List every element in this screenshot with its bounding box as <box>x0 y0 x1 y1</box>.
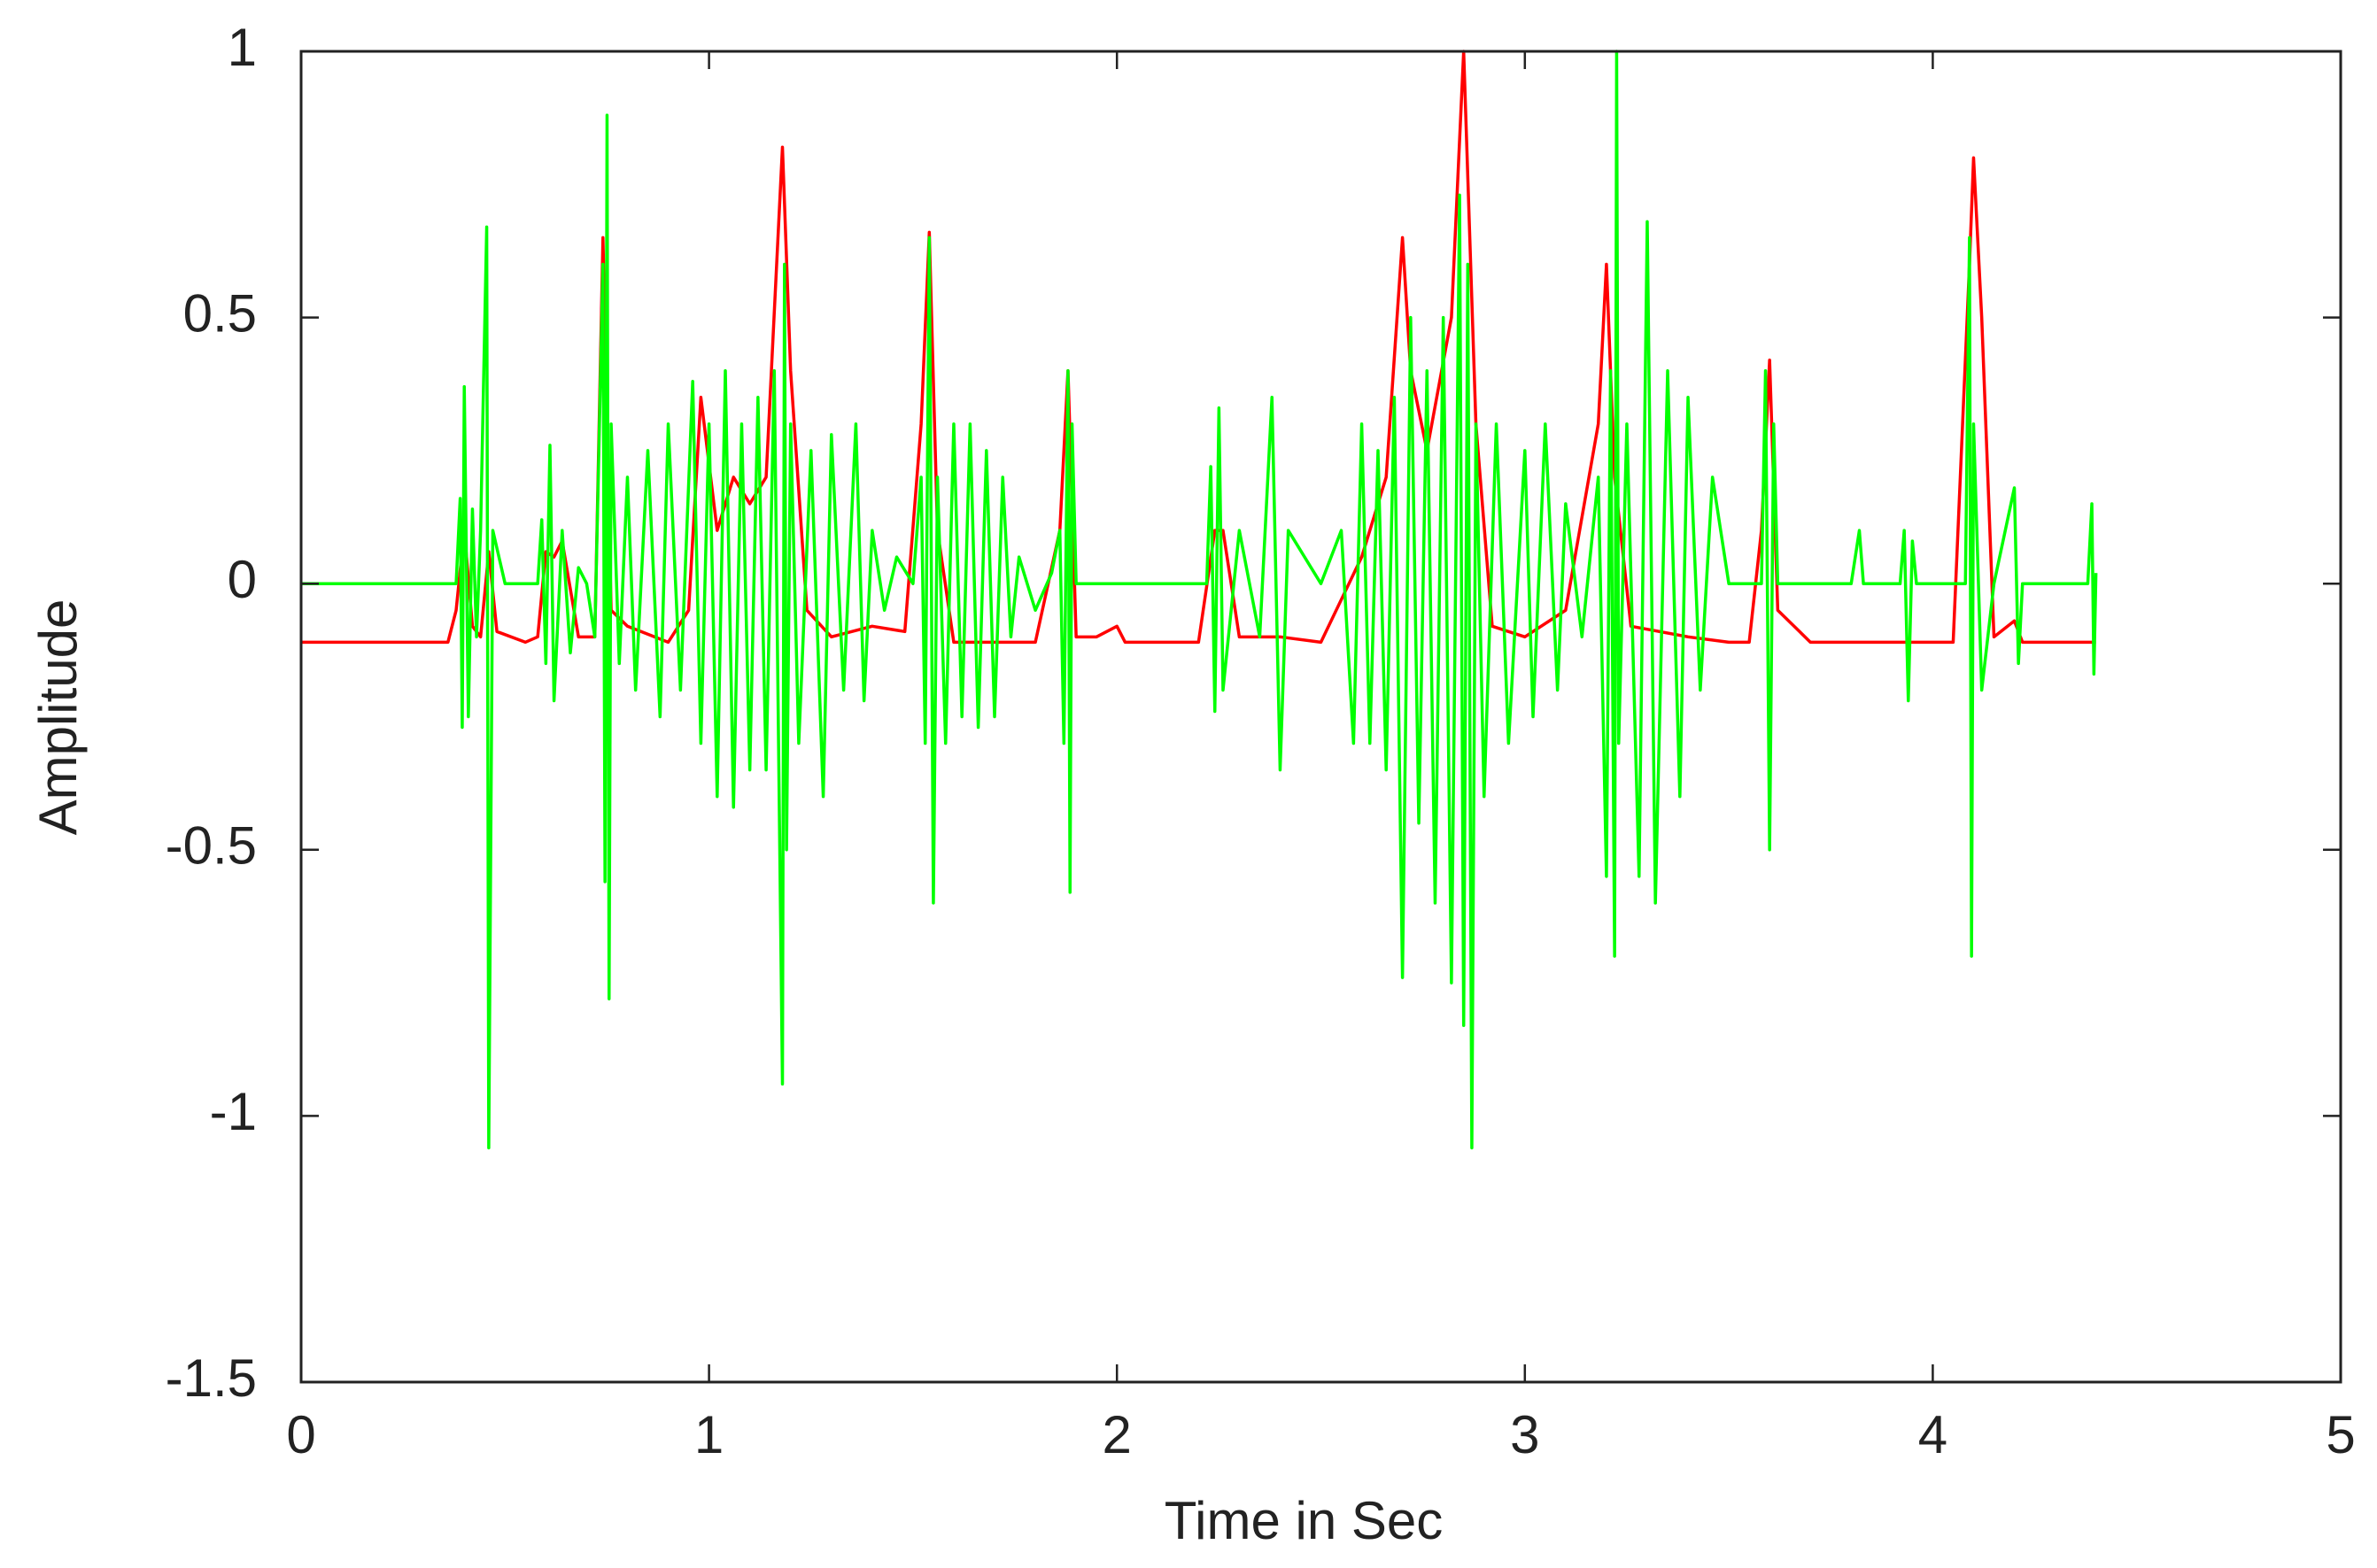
y-tick-label: 0 <box>228 550 257 609</box>
y-axis-label: Amplitude <box>28 599 88 836</box>
plot-frame <box>299 50 2342 1384</box>
data-line <box>301 50 2096 645</box>
y-tick-label: -1.5 <box>166 1348 257 1408</box>
x-tick-label: 0 <box>286 1405 315 1464</box>
x-tick-label: 1 <box>694 1405 724 1464</box>
y-tick-label: -1 <box>210 1082 257 1141</box>
y-tick-label: 0.5 <box>183 283 257 343</box>
x-tick-label: 4 <box>1918 1405 1947 1464</box>
y-tick-label: 1 <box>228 18 257 77</box>
data-line <box>301 50 2098 1150</box>
x-tick-label: 3 <box>1510 1405 1539 1464</box>
y-tick-label: -0.5 <box>166 816 257 876</box>
x-tick-label: 2 <box>1103 1405 1132 1464</box>
x-tick-label: 5 <box>2326 1405 2355 1464</box>
x-axis-label: Time in Sec <box>1165 1491 1444 1550</box>
